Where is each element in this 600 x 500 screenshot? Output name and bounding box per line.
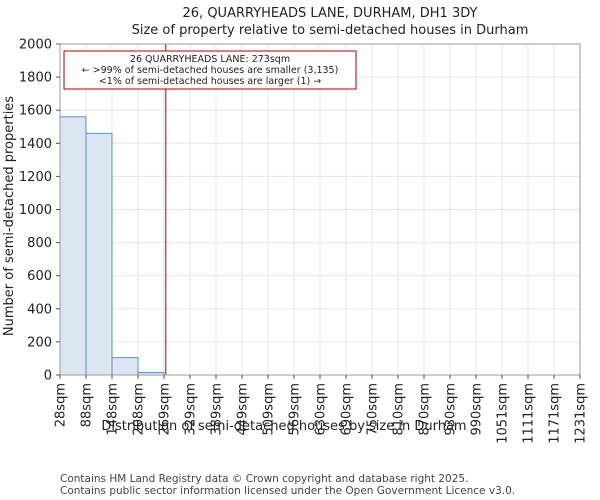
x-tick-label-17: 1051sqm [496, 383, 511, 444]
x-tick-label-8: 509sqm [262, 383, 277, 436]
x-axis-label: Distribution of semi-detached houses by … [101, 419, 466, 434]
x-tick-label-4: 269sqm [158, 383, 173, 436]
bar-148sqm [111, 357, 139, 376]
chart-title: 26, QUARRYHEADS LANE, DURHAM, DH1 3DY [183, 6, 478, 21]
x-tick-label-10: 630sqm [314, 383, 329, 436]
x-tick-label-14: 870sqm [418, 383, 433, 436]
bars [59, 116, 165, 376]
x-axis-ticks: 28sqm 88sqm 148sqm 208sqm 269sqm 329sqm 389sqm… [54, 375, 589, 444]
annotation-box: 26 QUARRYHEADS LANE: 273sqm ← >99% of se… [63, 50, 357, 90]
x-tick-label-0: 28sqm [54, 383, 69, 427]
y-tick-label-7: 1400 [19, 137, 52, 152]
x-tick-label-3: 208sqm [132, 383, 147, 436]
footer-line-1: Contains HM Land Registry data © Crown c… [60, 473, 468, 485]
y-tick-label-5: 1000 [19, 203, 52, 218]
y-tick-label-10: 2000 [19, 38, 52, 53]
footer-line-2: Contains public sector information licen… [60, 485, 515, 497]
y-tick-label-4: 800 [27, 236, 52, 251]
y-axis-label: Number of semi-detached properties [2, 96, 17, 336]
y-axis-ticks: 0 200 400 600 800 1000 1200 1400 1600 1800 2000 [19, 38, 60, 384]
x-tick-label-13: 810sqm [392, 383, 407, 436]
x-tick-label-1: 88sqm [80, 383, 95, 427]
x-tick-label-7: 449sqm [236, 383, 251, 436]
y-tick-label-9: 1800 [19, 71, 52, 86]
x-tick-label-9: 569sqm [288, 383, 303, 436]
bar-88sqm [85, 132, 113, 376]
x-tick-label-20: 1231sqm [574, 383, 589, 444]
annotation-frame [63, 50, 357, 90]
y-tick-label-8: 1600 [19, 104, 52, 119]
chart-subtitle: Size of property relative to semi-detach… [132, 23, 529, 38]
x-tick-label-11: 690sqm [340, 383, 355, 436]
x-tick-label-19: 1171sqm [548, 383, 563, 444]
x-tick-label-12: 750sqm [366, 383, 381, 436]
y-tick-label-1: 200 [27, 335, 52, 350]
x-tick-label-5: 329sqm [184, 383, 199, 436]
annotation-line-1: 26 QUARRYHEADS LANE: 273sqm [130, 54, 290, 65]
grid-lines [59, 43, 581, 376]
y-tick-label-2: 400 [27, 302, 52, 317]
annotation-line-2: ← >99% of semi-detached houses are small… [82, 65, 339, 76]
y-tick-label-3: 600 [27, 269, 52, 284]
x-tick-label-15: 930sqm [444, 383, 459, 436]
x-tick-label-18: 1111sqm [522, 383, 537, 444]
x-tick-label-6: 389sqm [210, 383, 225, 436]
bar-28sqm [59, 116, 87, 376]
y-tick-label-6: 1200 [19, 170, 52, 185]
annotation-line-3: <1% of semi-detached houses are larger (… [99, 76, 321, 87]
x-tick-label-2: 148sqm [106, 383, 121, 436]
x-tick-label-16: 990sqm [470, 383, 485, 436]
y-tick-label-0: 0 [44, 369, 52, 384]
